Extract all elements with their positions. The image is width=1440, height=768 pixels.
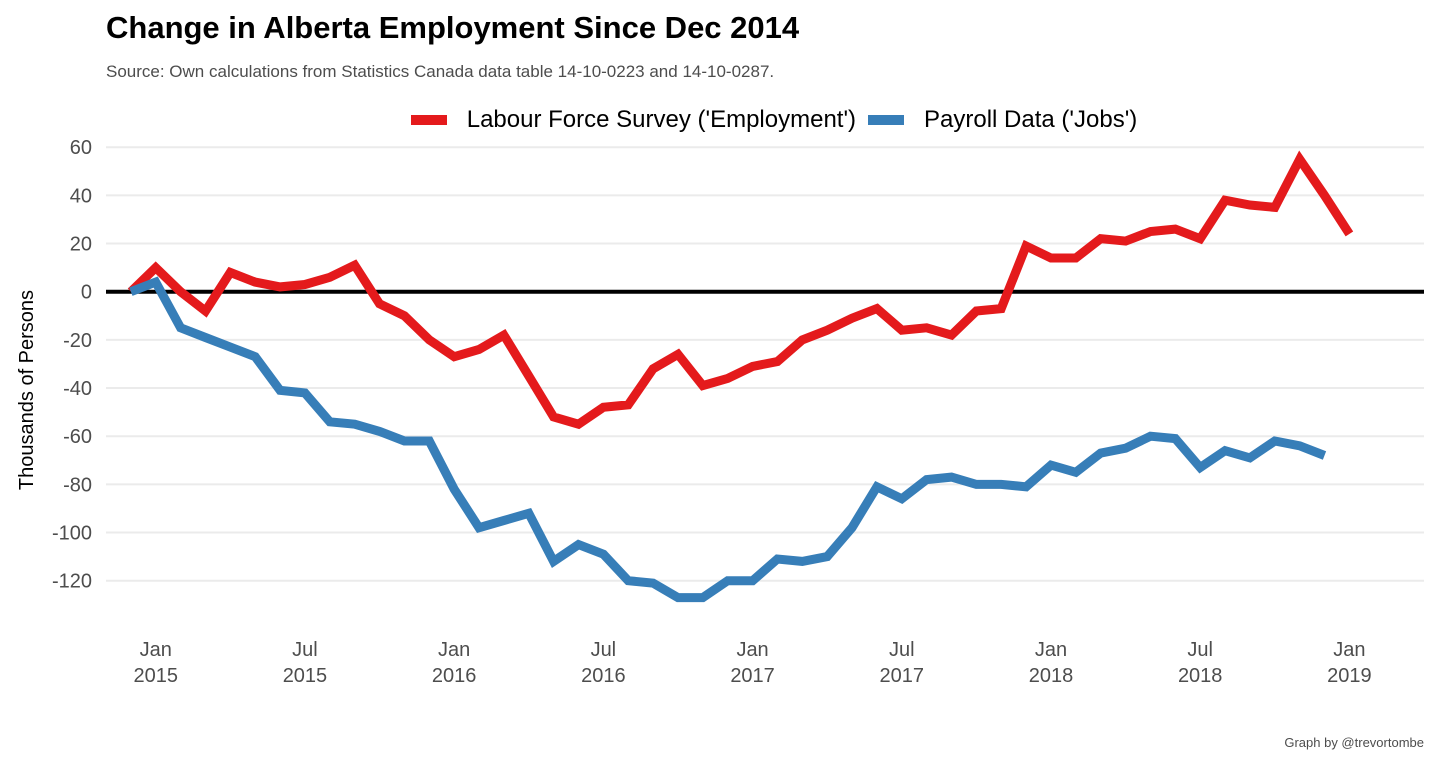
x-tick-label-month: Jan (1035, 639, 1067, 661)
y-tick-label: 40 (70, 185, 92, 207)
x-tick-label-month: Jan (736, 639, 768, 661)
legend-label-payroll: Payroll Data ('Jobs') (924, 106, 1138, 133)
legend-item-payroll: Payroll Data ('Jobs') (868, 106, 1137, 134)
x-tick-label-year: 2018 (1178, 665, 1223, 687)
x-tick-label-month: Jan (438, 639, 470, 661)
y-tick-labels: 60 40 20 0 -20 -40 -60 -80 -100 -120 (52, 137, 92, 592)
y-tick-label: -20 (63, 330, 92, 352)
x-tick-label-year: 2015 (133, 665, 178, 687)
x-tick-label-month: Jul (292, 639, 318, 661)
legend-label-lfs: Labour Force Survey ('Employment') (466, 106, 857, 133)
series-lines (127, 150, 1354, 603)
x-tick-label-month: Jul (591, 639, 617, 661)
x-tick-label-year: 2016 (432, 665, 477, 687)
series-line-lfs (127, 150, 1354, 430)
chart-caption: Graph by @trevortombe (1284, 735, 1424, 750)
chart-title: Change in Alberta Employment Since Dec 2… (106, 10, 800, 45)
y-tick-label: -60 (63, 426, 92, 448)
x-tick-label-month: Jul (1187, 639, 1213, 661)
x-tick-label-month: Jul (889, 639, 915, 661)
legend-item-lfs: Labour Force Survey ('Employment') (410, 106, 857, 134)
chart-subtitle: Source: Own calculations from Statistics… (106, 62, 775, 81)
y-tick-label: -100 (52, 523, 92, 545)
chart-legend: Labour Force Survey ('Employment') Payro… (0, 106, 1440, 134)
series-line-payroll (129, 276, 1327, 603)
y-tick-label: 60 (70, 137, 92, 159)
y-tick-label: -80 (63, 474, 92, 496)
y-axis-title: Thousands of Persons (16, 290, 38, 490)
x-tick-label-month: Jan (140, 639, 172, 661)
y-tick-label: 20 (70, 234, 92, 256)
x-tick-label-year: 2016 (581, 665, 626, 687)
y-tick-label: -40 (63, 378, 92, 400)
gridlines (106, 146, 1424, 582)
x-tick-label-year: 2017 (730, 665, 775, 687)
legend-key-lfs (410, 115, 447, 125)
y-tick-label: 0 (81, 282, 92, 304)
x-tick-labels: Jan 2015 Jul 2015 Jan 2016 Jul 2016 Jan 2017 Jul 20… (133, 639, 1371, 687)
legend-key-payroll (868, 115, 905, 125)
x-tick-label-year: 2019 (1327, 665, 1372, 687)
x-tick-label-month: Jan (1333, 639, 1365, 661)
x-tick-label-year: 2015 (283, 665, 328, 687)
y-tick-label: -120 (52, 571, 92, 593)
x-tick-label-year: 2017 (880, 665, 925, 687)
x-tick-label-year: 2018 (1029, 665, 1074, 687)
